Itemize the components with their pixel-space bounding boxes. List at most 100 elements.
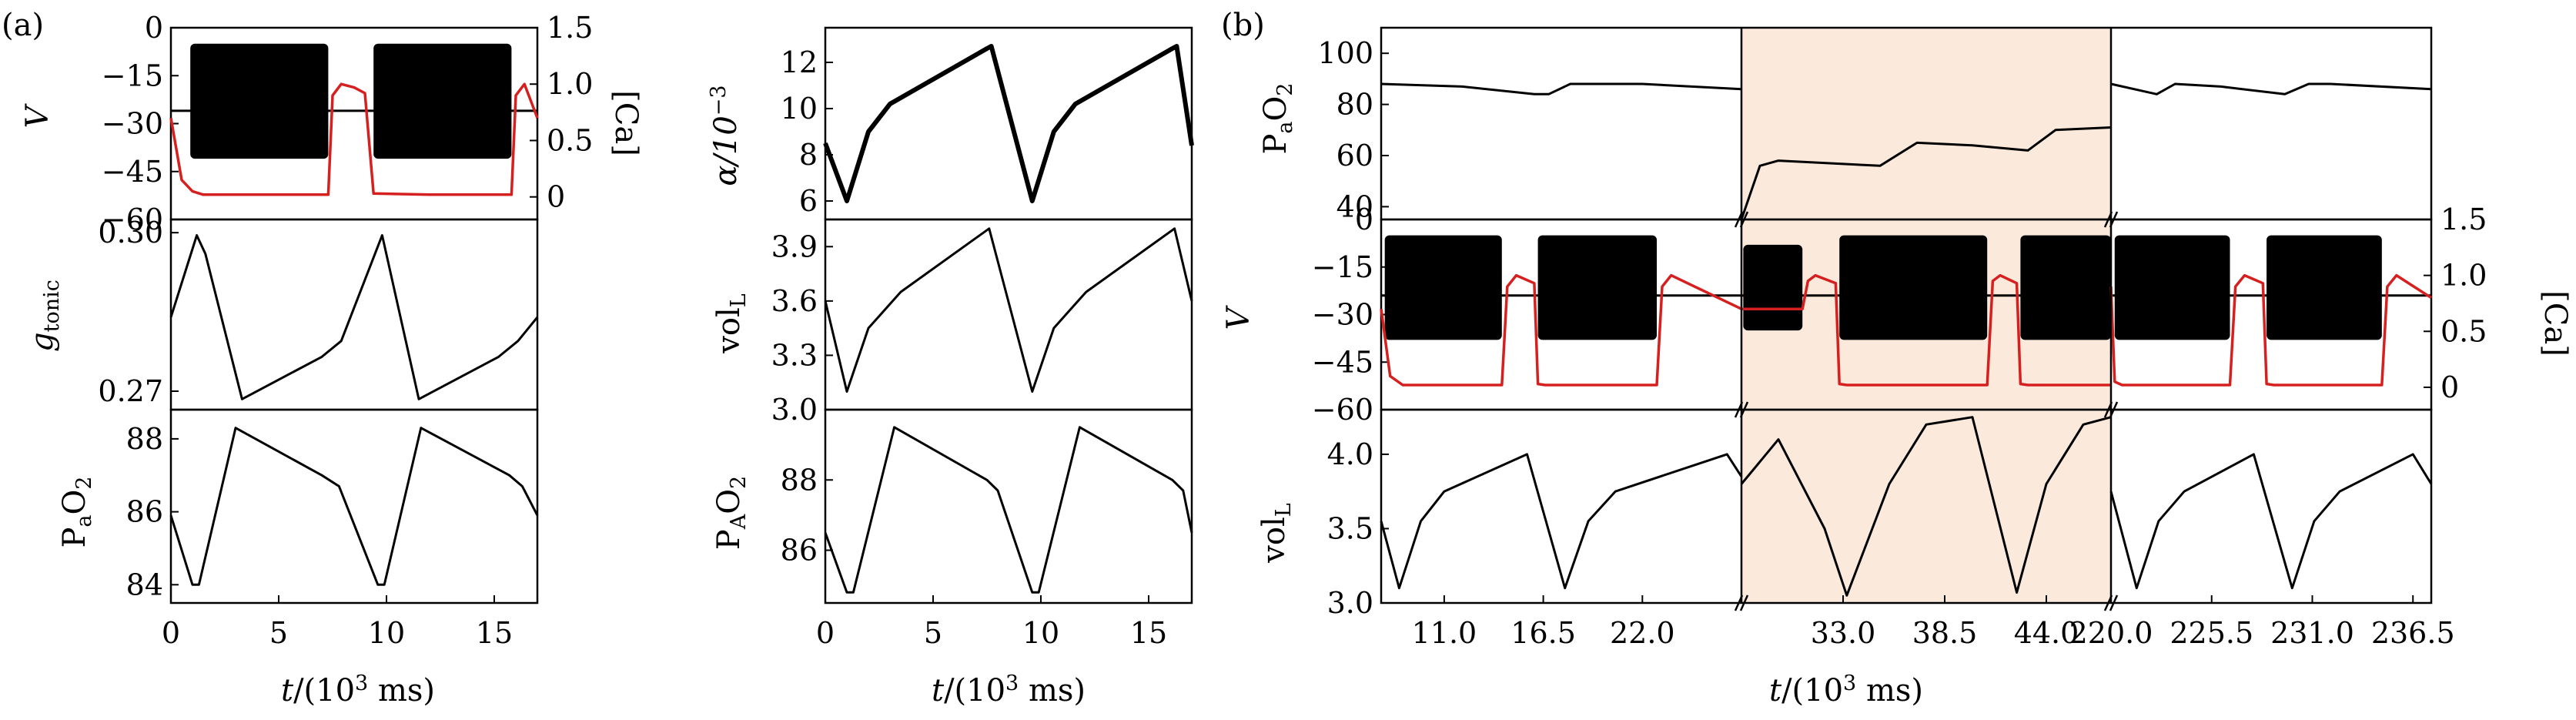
axis-break-mark	[1739, 401, 1749, 418]
burst-block	[1384, 235, 1502, 340]
axis-break-mark	[1739, 211, 1749, 228]
y-tick-label: 3.9	[771, 229, 818, 263]
burst-block	[1743, 244, 1803, 331]
ca-tick-label: 1.0	[2441, 259, 2487, 293]
y-tick-label: 40	[1337, 189, 1373, 223]
y-tick-label: 3.3	[771, 338, 818, 372]
ca-tick-label: 0	[547, 180, 565, 214]
xlabel-a-right: t/(103 ms)	[932, 671, 1086, 708]
y-tick-label: 0.30	[98, 216, 163, 249]
x-tick-label: 236.5	[2371, 616, 2455, 650]
g_tonic-line	[169, 234, 539, 400]
y-tick-label: 3.6	[771, 284, 818, 318]
y-tick-label: 0.27	[98, 374, 163, 408]
y-tick-label: 3.0	[1327, 586, 1373, 620]
y-tick-label: 100	[1317, 36, 1373, 70]
y-tick-label: 84	[126, 568, 163, 601]
ylabel-Ca-a: [Ca]	[608, 90, 644, 156]
axes-box	[169, 408, 539, 604]
burst-block	[190, 43, 329, 159]
y-tick-label: 6	[799, 184, 818, 218]
x-tick-label: 16.5	[1510, 616, 1576, 650]
x-tick-label: 0	[162, 616, 180, 650]
volL-seg3-line	[2109, 453, 2433, 590]
y-tick-label: 3.0	[771, 393, 818, 427]
ca-tick-label: 1.0	[547, 67, 593, 101]
y-tick-label: 10	[781, 92, 818, 126]
ylabel-PAO2: PAO2	[711, 476, 751, 550]
axis-break-mark	[1734, 401, 1744, 418]
axes-box	[1380, 408, 2433, 604]
axes-box	[824, 408, 1193, 604]
y-tick-label: 60	[1337, 139, 1373, 172]
burst-block	[2020, 235, 2111, 340]
calcium-line	[169, 82, 539, 196]
axis-break-mark	[1739, 594, 1749, 611]
x-tick-label: 225.5	[2170, 616, 2253, 650]
ca-tick-label: 0.5	[547, 123, 593, 157]
ylabel-gtonic: gtonic	[25, 280, 64, 352]
y-tick-label: −45	[1312, 345, 1373, 379]
y-tick-label: −45	[102, 155, 163, 189]
calcium-line	[1741, 273, 2111, 387]
axis-break-mark	[2109, 401, 2119, 418]
PAO2-line	[824, 426, 1193, 594]
ylabel-V-a: V	[20, 102, 55, 128]
PaO2-seg2-line	[1740, 126, 2112, 220]
PaO2-seg1-line	[1380, 82, 1742, 95]
xlabel-b: t/(103 ms)	[1769, 671, 1923, 708]
y-tick-label: 86	[781, 534, 818, 568]
axis-break-mark	[2103, 401, 2113, 418]
x-tick-label: 38.5	[1912, 616, 1978, 650]
volL-seg2-line	[1740, 416, 2112, 597]
y-tick-label: 8	[799, 138, 818, 172]
axes-box	[824, 26, 1193, 221]
burst-block	[373, 43, 512, 159]
volL-line	[824, 227, 1193, 393]
y-tick-label: 4.0	[1327, 437, 1373, 471]
y-tick-label: 88	[126, 422, 163, 456]
x-tick-label: 5	[269, 616, 288, 650]
y-tick-label: −60	[1312, 393, 1373, 427]
panel-label-a: (a)	[2, 8, 44, 43]
x-tick-label: 220.0	[2069, 616, 2153, 650]
y-tick-label: −30	[1312, 298, 1373, 332]
burst-block	[1537, 235, 1658, 340]
y-tick-label: 0	[1355, 203, 1373, 236]
x-tick-label: 15	[476, 616, 513, 650]
ca-tick-label: 1.5	[547, 11, 593, 45]
ylabel-PaO2-b: PaO2	[1258, 82, 1297, 154]
x-tick-label: 11.0	[1412, 616, 1477, 650]
x-tick-label: 231.0	[2270, 616, 2354, 650]
y-tick-label: −15	[1312, 250, 1373, 284]
ylabel-volL-a: volL	[711, 293, 751, 353]
ylabel-volL-b: volL	[1256, 503, 1296, 563]
y-tick-label: −15	[102, 59, 163, 92]
y-tick-label: 3.5	[1327, 511, 1373, 545]
axis-break-mark	[1734, 594, 1744, 611]
panel-label-b: (b)	[1221, 8, 1265, 43]
alpha-line	[823, 44, 1194, 203]
axis-break-mark	[1734, 211, 1744, 228]
y-tick-label: 80	[1337, 88, 1373, 122]
y-tick-label: 0	[145, 11, 163, 45]
PaO2-seg3-line	[2110, 82, 2432, 95]
x-tick-label: 5	[924, 616, 942, 650]
ylabel-PaO2-a: PaO2	[57, 476, 96, 548]
PaO2-line	[169, 427, 539, 586]
x-tick-label: 10	[1022, 616, 1059, 650]
axes-box	[169, 218, 539, 411]
y-tick-label: −60	[102, 203, 163, 236]
calcium-line	[1380, 273, 1742, 387]
x-tick-label: 10	[368, 616, 405, 650]
x-tick-label: 33.0	[1811, 616, 1876, 650]
x-tick-label: 15	[1130, 616, 1167, 650]
burst-block	[2114, 235, 2230, 340]
ca-tick-label: 0.5	[2441, 314, 2487, 348]
x-tick-label: 0	[816, 616, 835, 650]
y-tick-label: 88	[781, 463, 818, 497]
burst-block	[1839, 235, 1988, 340]
calcium-line	[2109, 273, 2432, 387]
ca-tick-label: 1.5	[2441, 203, 2487, 236]
